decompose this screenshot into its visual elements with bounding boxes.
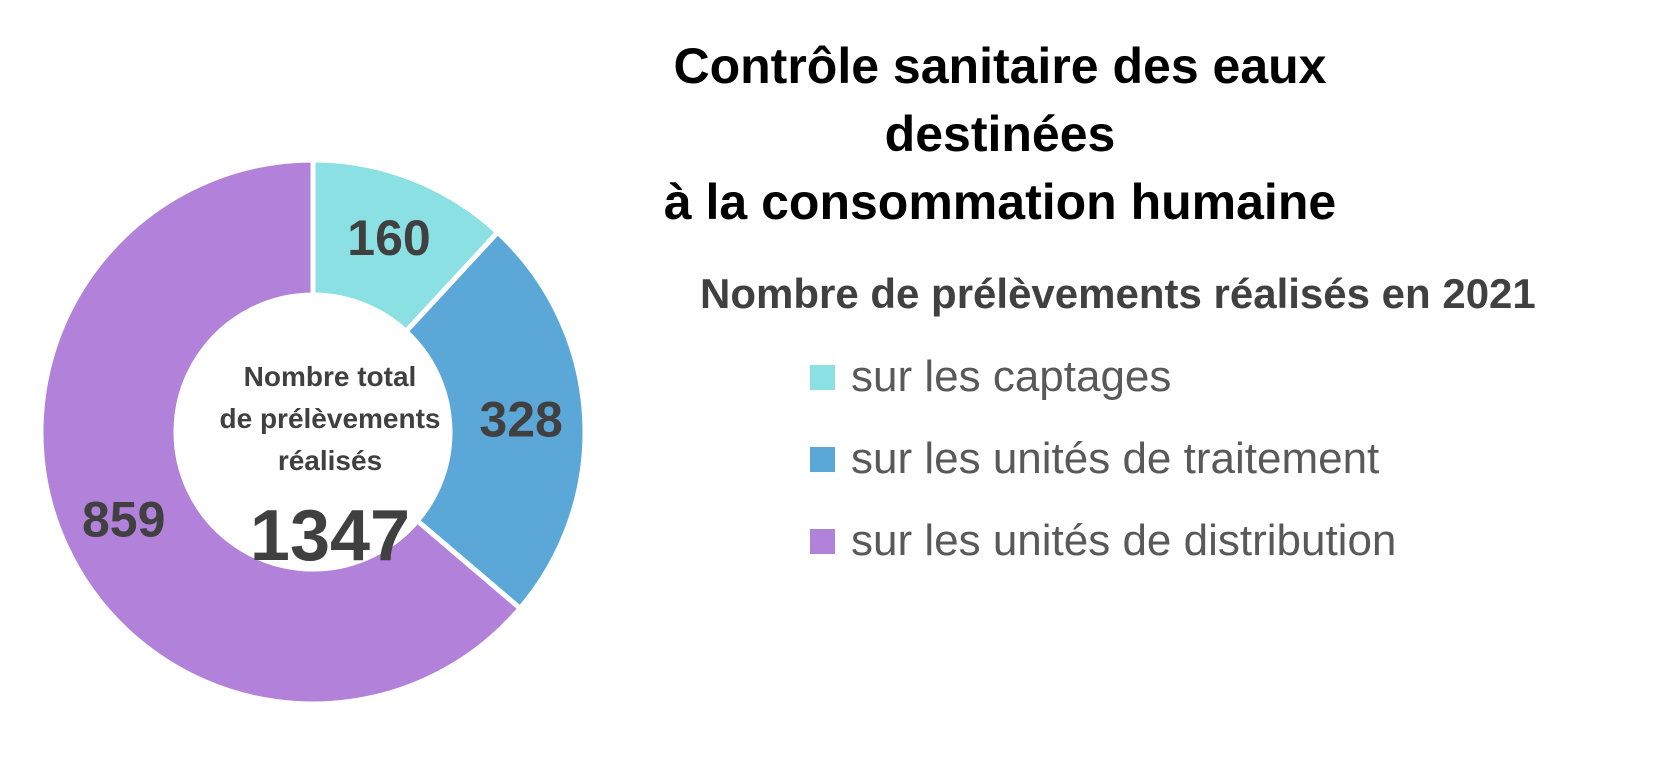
chart-title-line-1: Contrôle sanitaire des eaux destinées <box>673 38 1327 162</box>
legend-item-captages: sur les captages <box>810 336 1536 418</box>
slice-traitement <box>402 228 588 612</box>
legend-swatch-traitement <box>810 446 835 472</box>
chart-title: Contrôle sanitaire des eaux destinées à … <box>560 32 1440 236</box>
value-label-distribution: 859 <box>82 491 165 547</box>
legend-title: Nombre de prélèvements réalisés en 2021 <box>700 270 1536 317</box>
center-total: 1347 <box>250 496 410 576</box>
donut-value-labels: 160 328 859 <box>82 210 563 548</box>
donut-slices <box>38 157 588 707</box>
center-line-1: Nombre total <box>244 361 417 392</box>
legend-label-traitement: sur les unités de traitement <box>851 434 1380 483</box>
slice-distribution <box>38 157 524 707</box>
legend: Nombre de prélèvements réalisés en 2021 … <box>700 270 1536 582</box>
legend-item-distribution: sur les unités de distribution <box>810 500 1536 582</box>
value-label-traitement: 328 <box>479 392 562 448</box>
legend-label-captages: sur les captages <box>851 352 1172 401</box>
center-line-3: réalisés <box>278 445 382 476</box>
legend-list: sur les captages sur les unités de trait… <box>810 336 1536 582</box>
value-label-captages: 160 <box>347 210 430 266</box>
legend-item-traitement: sur les unités de traitement <box>810 418 1536 500</box>
chart-title-line-2: à la consommation humaine <box>663 174 1337 230</box>
legend-swatch-distribution <box>810 528 835 554</box>
legend-swatch-captages <box>810 364 835 390</box>
legend-label-distribution: sur les unités de distribution <box>851 516 1397 565</box>
center-line-2: de prélèvements <box>220 403 441 434</box>
